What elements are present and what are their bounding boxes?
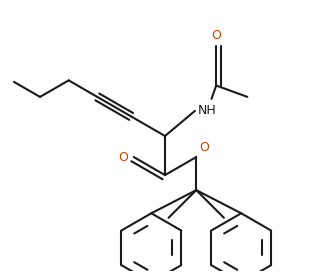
Text: O: O: [211, 29, 221, 42]
Text: O: O: [118, 150, 128, 163]
Text: NH: NH: [198, 104, 217, 118]
Text: O: O: [199, 141, 209, 154]
